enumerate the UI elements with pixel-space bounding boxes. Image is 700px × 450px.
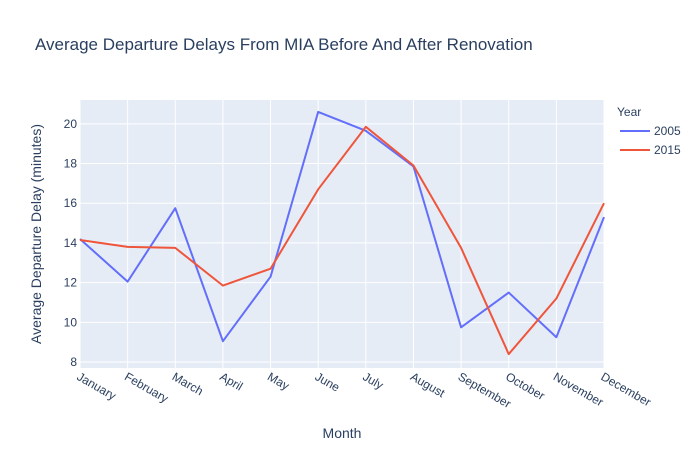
legend[interactable]: Year 2005 2015 xyxy=(617,105,681,157)
y-tick-label: 14 xyxy=(64,236,78,250)
legend-title: Year xyxy=(617,105,641,119)
y-tick-label: 12 xyxy=(64,276,78,290)
plot-area xyxy=(80,100,604,368)
y-tick-label: 8 xyxy=(70,355,77,369)
y-axis-ticks: 8 10 12 14 16 18 20 xyxy=(64,117,78,369)
series-line-2005[interactable] xyxy=(79,110,605,343)
series-line-2015[interactable] xyxy=(79,125,605,356)
chart-title: Average Departure Delays From MIA Before… xyxy=(35,35,533,54)
series-lines xyxy=(79,110,605,356)
legend-label-2005: 2005 xyxy=(654,124,681,138)
y-tick-label: 10 xyxy=(64,315,78,329)
y-tick-label: 20 xyxy=(64,117,78,131)
y-tick-label: 16 xyxy=(64,196,78,210)
y-tick-label: 18 xyxy=(64,157,78,171)
grid-lines xyxy=(79,100,605,368)
legend-label-2015: 2015 xyxy=(654,143,681,157)
y-axis-title: Average Departure Delay (minutes) xyxy=(28,124,44,344)
x-axis-title: Month xyxy=(323,425,362,441)
